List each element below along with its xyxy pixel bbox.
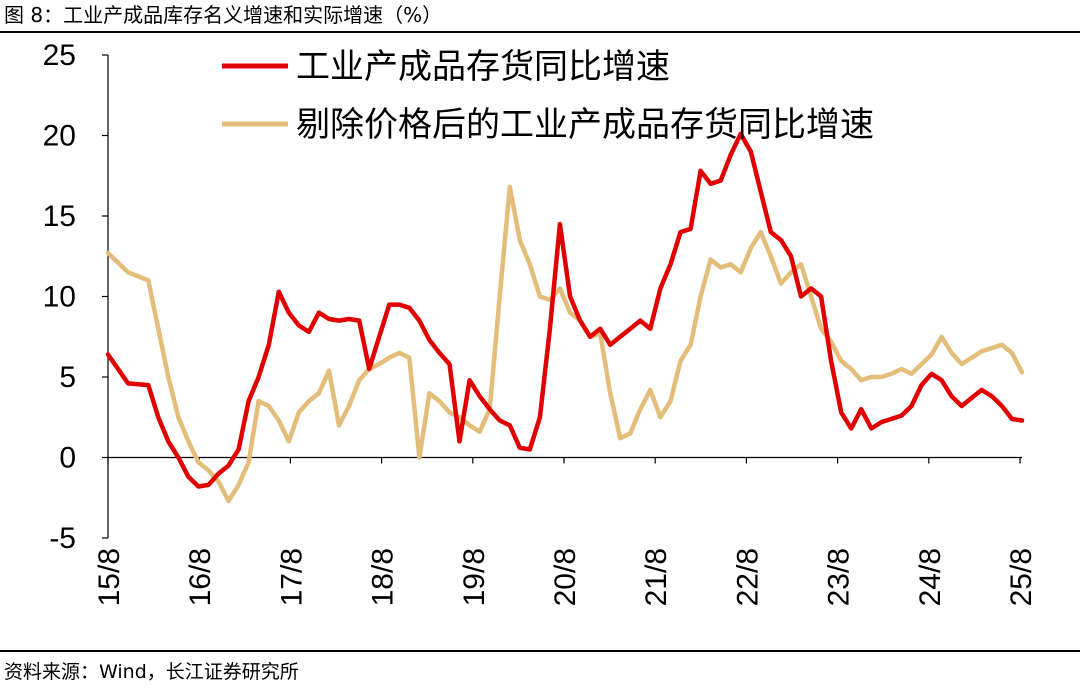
y-tick-label: 10 <box>43 281 76 314</box>
x-tick-label: 23/8 <box>823 548 856 606</box>
series-layer <box>105 131 1025 504</box>
x-tick-label: 22/8 <box>731 548 764 606</box>
series-line-nominal <box>105 131 1025 489</box>
y-tick-label: 5 <box>59 361 76 394</box>
x-tick-label: 20/8 <box>549 548 582 606</box>
y-tick-label: 25 <box>43 39 76 72</box>
y-tick-label: 20 <box>43 120 76 153</box>
x-tick-label: 17/8 <box>275 548 308 606</box>
y-tick-label: 15 <box>43 200 76 233</box>
legend-label: 剔除价格后的工业产成品存货同比增速 <box>296 105 874 145</box>
bottom-rule <box>0 650 1080 652</box>
x-tick-label: 21/8 <box>640 548 673 606</box>
y-tick-label: -5 <box>49 522 76 555</box>
series-line-real <box>105 184 1025 504</box>
legend-label: 工业产成品存货同比增速 <box>296 47 670 87</box>
page-title: 图 8：工业产成品库存名义增速和实际增速（%） <box>4 3 443 27</box>
x-tick-label: 18/8 <box>367 548 400 606</box>
axes-layer: 25 20 15 10 5 0 -5 15/8 16/8 17/8 18/8 19/8 20/8 21/8… <box>43 39 1038 606</box>
y-tick-label: 0 <box>59 442 76 475</box>
source-note: 资料来源：Wind，长江证券研究所 <box>4 661 299 683</box>
x-tick-label: 25/8 <box>1005 548 1038 606</box>
x-tick-label: 15/8 <box>93 548 126 606</box>
x-tick-label: 19/8 <box>458 548 491 606</box>
x-tick-label: 16/8 <box>184 548 217 606</box>
top-rule <box>0 31 1080 33</box>
x-tick-label: 24/8 <box>914 548 947 606</box>
